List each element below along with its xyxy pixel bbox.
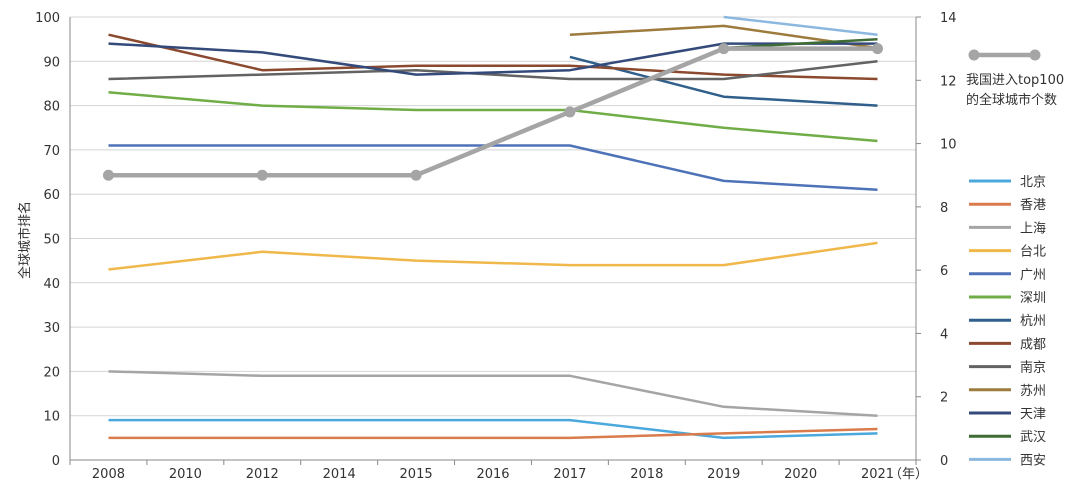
y-tick-80: 80 xyxy=(43,100,60,115)
series-lines xyxy=(108,15,878,440)
series-line-杭州 xyxy=(569,55,878,107)
legend: 我国进入top100 的全球城市个数北京香港上海台北广州深圳杭州成都南京苏州天津武… xyxy=(966,49,1064,468)
series-line-天津 xyxy=(108,42,878,76)
y2-tick-10: 10 xyxy=(940,138,957,153)
legend-label-天津: 天津 xyxy=(1020,407,1046,422)
x-tick-2019: 2019 xyxy=(707,467,740,482)
legend-label-香港: 香港 xyxy=(1020,198,1046,213)
secondary-point-2021 xyxy=(872,43,884,55)
x-tick-2014: 2014 xyxy=(323,467,356,482)
right-axis: 0 2 4 6 8 10 12 14 xyxy=(915,11,957,469)
x-tick-2012: 2012 xyxy=(246,467,279,482)
y-tick-100: 100 xyxy=(35,11,60,26)
y2-tick-4: 4 xyxy=(940,327,948,342)
legend-label-武汉: 武汉 xyxy=(1020,430,1046,445)
legend-label-西安: 西安 xyxy=(1020,453,1046,468)
x-tick-2015: 2015 xyxy=(400,467,433,482)
x-tick-2020: 2020 xyxy=(784,467,817,482)
legend-label-苏州: 苏州 xyxy=(1020,383,1046,399)
y2-tick-14: 14 xyxy=(940,11,957,26)
series-line-台北 xyxy=(108,241,878,271)
x-tick-2010: 2010 xyxy=(169,467,202,482)
x-axis-unit: （年） xyxy=(889,467,928,482)
series-line-上海 xyxy=(108,370,878,417)
y2-tick-8: 8 xyxy=(940,201,948,216)
legend-label-上海: 上海 xyxy=(1020,221,1046,236)
series-line-广州 xyxy=(108,144,878,192)
secondary-series xyxy=(102,43,884,181)
legend-label-secondary-line-1: 我国进入top100 xyxy=(966,73,1064,88)
secondary-series-line xyxy=(108,46,878,178)
legend-label-台北: 台北 xyxy=(1020,245,1046,260)
legend-marker-secondary-left xyxy=(968,49,980,61)
secondary-point-2015 xyxy=(410,169,422,181)
series-line-苏州 xyxy=(569,24,878,50)
legend-marker-secondary-right xyxy=(1029,49,1041,61)
x-tick-2021: 2021 xyxy=(861,467,894,482)
y-tick-30: 30 xyxy=(43,321,60,336)
secondary-point-2019 xyxy=(718,43,730,55)
x-tick-2017: 2017 xyxy=(553,467,586,482)
y-tick-60: 60 xyxy=(43,188,60,203)
x-tick-2016: 2016 xyxy=(476,467,509,482)
y-tick-90: 90 xyxy=(43,55,60,70)
legend-label-secondary-line-2: 的全球城市个数 xyxy=(966,92,1057,108)
legend-label-杭州: 杭州 xyxy=(1020,314,1046,329)
y2-tick-0: 0 xyxy=(940,454,948,469)
x-tick-2018: 2018 xyxy=(630,467,663,482)
left-axis: 0 10 20 30 40 50 60 70 80 90 100 xyxy=(35,11,71,469)
secondary-point-2012 xyxy=(256,169,268,181)
y-tick-0: 0 xyxy=(52,454,60,469)
x-tick-2008: 2008 xyxy=(92,467,125,482)
legend-label-北京: 北京 xyxy=(1020,175,1046,190)
y-tick-10: 10 xyxy=(43,410,60,425)
y-tick-70: 70 xyxy=(43,144,60,159)
gridlines xyxy=(70,16,916,461)
series-line-北京 xyxy=(108,418,878,440)
legend-label-南京: 南京 xyxy=(1020,360,1046,376)
series-line-西安 xyxy=(723,15,878,36)
y-axis-label: 全球城市排名 xyxy=(17,201,33,279)
x-axis: 2008 2010 2012 2014 2015 2016 2017 2018 2019 2020… xyxy=(69,460,917,482)
y-tick-50: 50 xyxy=(43,233,60,248)
secondary-point-2008 xyxy=(102,169,114,181)
legend-label-成都: 成都 xyxy=(1020,337,1046,352)
series-line-南京 xyxy=(108,60,878,81)
series-line-深圳 xyxy=(108,91,878,143)
series-line-香港 xyxy=(108,427,878,440)
legend-label-广州: 广州 xyxy=(1020,268,1046,283)
y2-tick-12: 12 xyxy=(940,74,957,89)
y2-tick-2: 2 xyxy=(940,391,948,406)
y2-tick-6: 6 xyxy=(940,264,948,279)
secondary-point-2017 xyxy=(564,106,576,118)
y-tick-20: 20 xyxy=(43,365,60,380)
legend-label-深圳: 深圳 xyxy=(1020,291,1046,306)
y-tick-40: 40 xyxy=(43,277,60,292)
